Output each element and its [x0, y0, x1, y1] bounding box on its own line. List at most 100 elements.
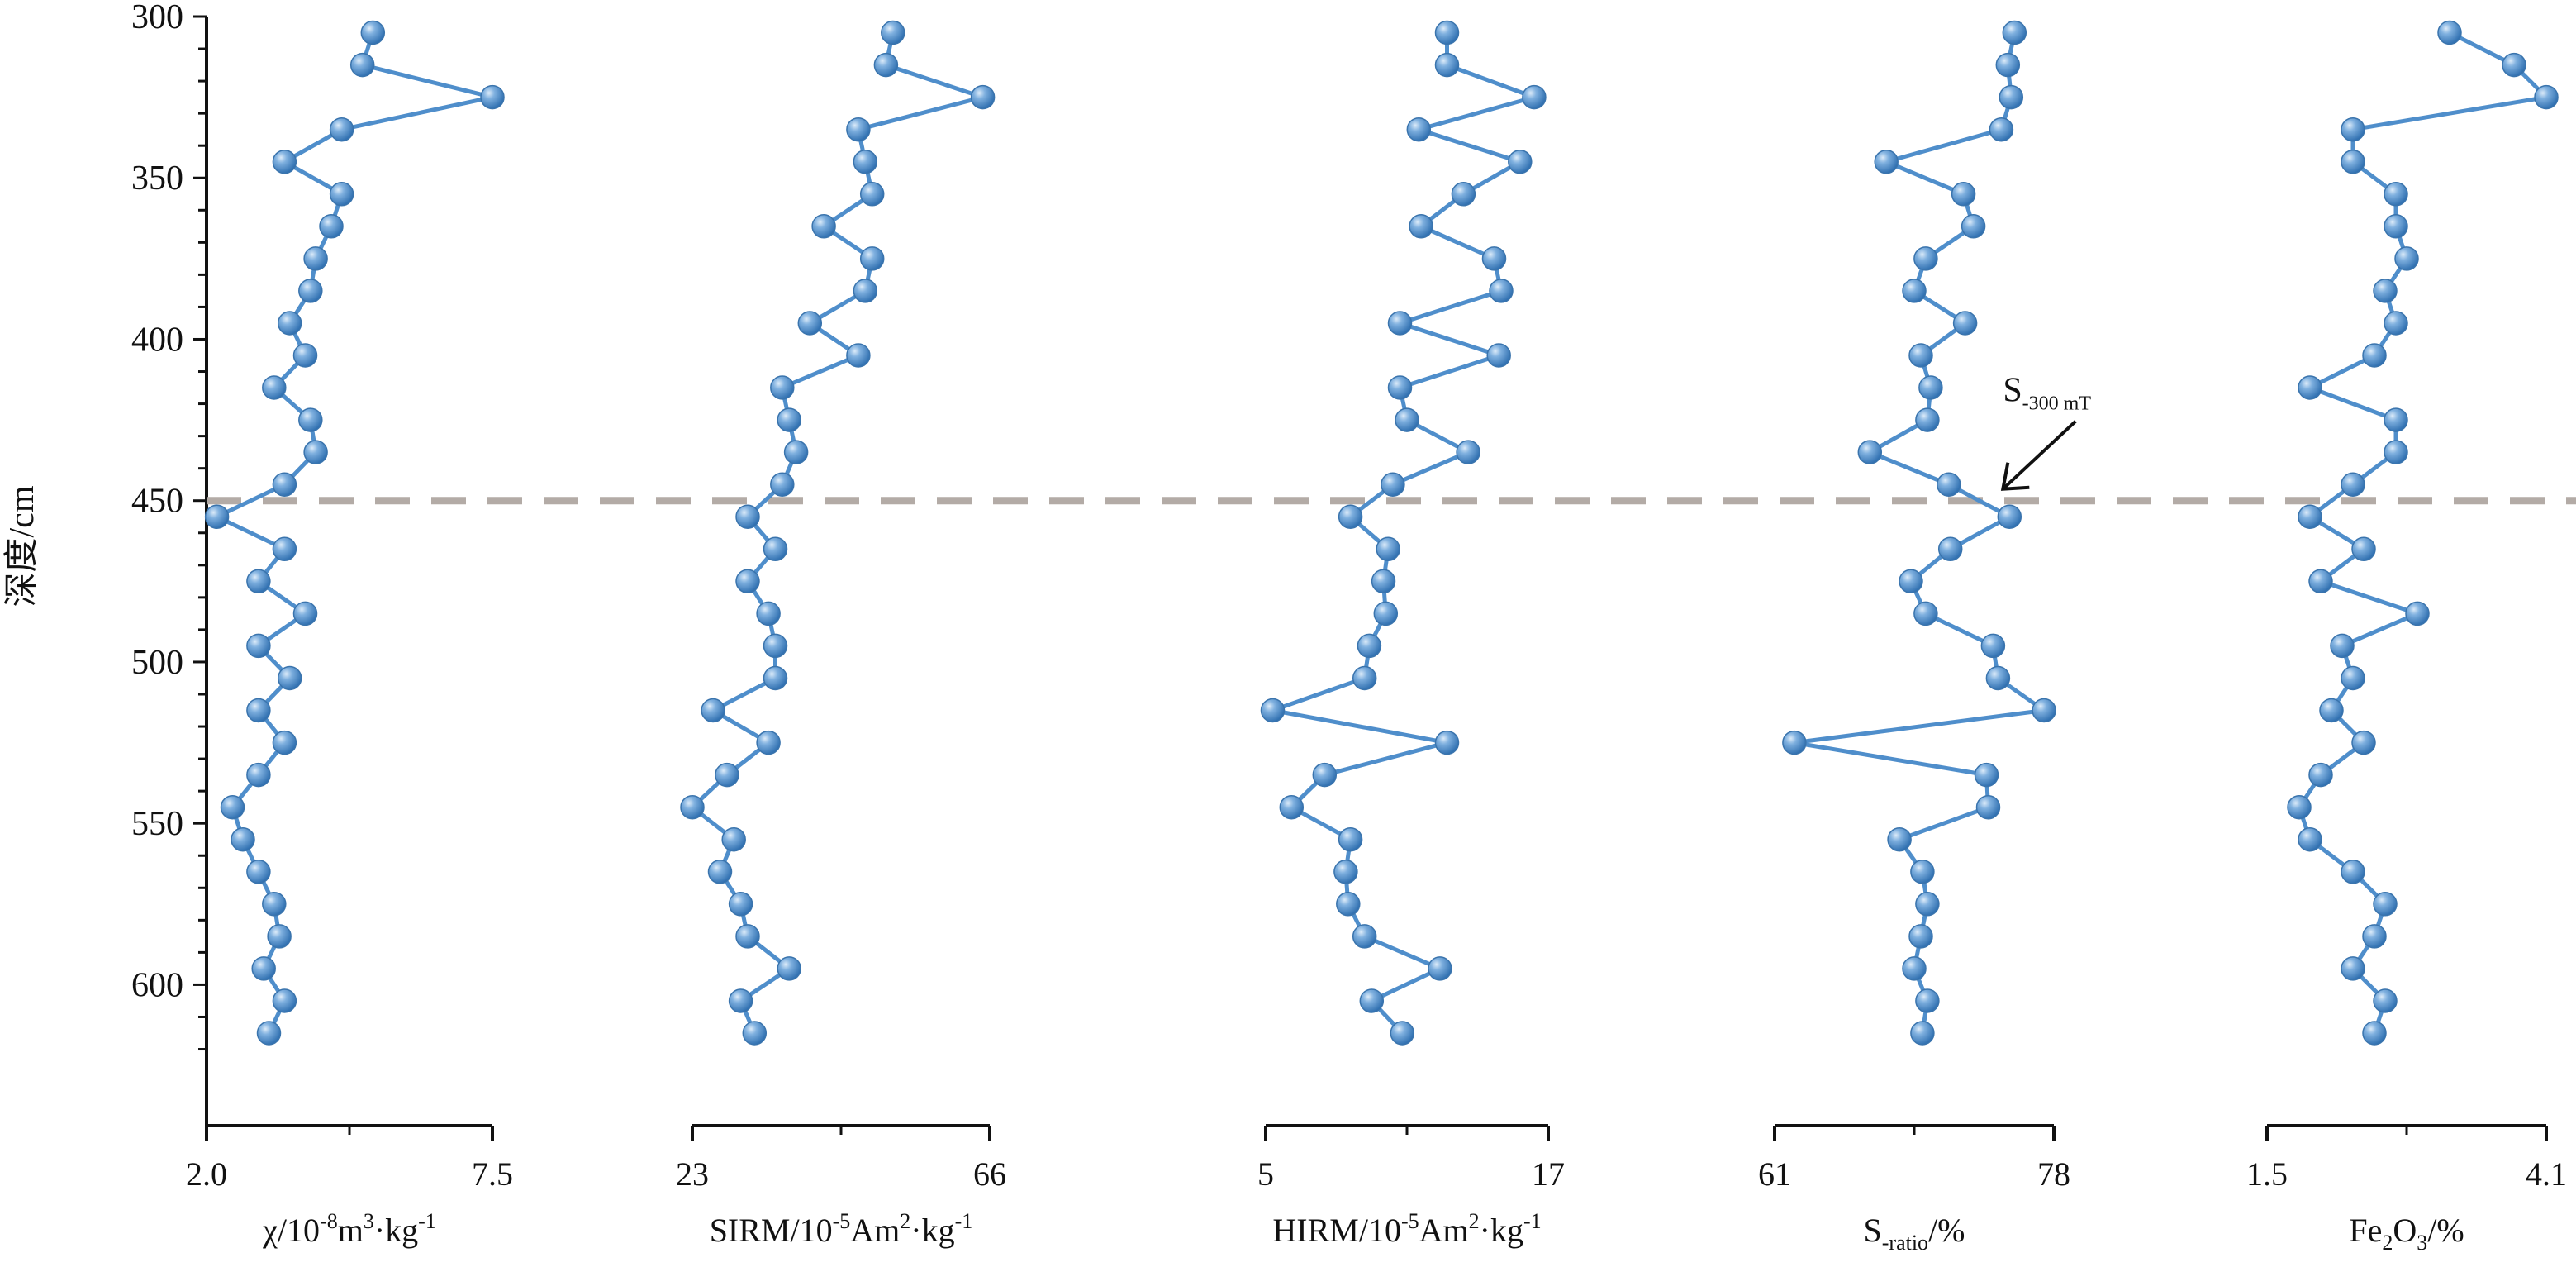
data-point-sratio: [1915, 988, 1940, 1013]
depth-tick-label: 400: [131, 321, 183, 359]
data-point-fe2o3: [2394, 246, 2419, 271]
data-point-chi: [246, 633, 271, 659]
panel-fe2o3: 1.5 4.1 Fe2O3/%: [2246, 20, 2567, 1255]
axis-title-text: χ/10: [262, 1212, 320, 1249]
data-point-sirm: [715, 762, 739, 788]
data-point-sratio: [1915, 892, 1940, 917]
data-point-sirm: [853, 149, 878, 174]
x-axis-title-chi: χ/10-8m3·kg-1: [262, 1209, 436, 1249]
data-point-chi: [262, 375, 287, 400]
data-point-sirm: [846, 343, 871, 368]
data-point-chi: [246, 762, 271, 788]
data-point-sratio: [1961, 214, 1986, 239]
data-point-sirm: [763, 665, 788, 691]
depth-tick-label: 600: [131, 966, 183, 1004]
x-tick-label-max-sirm: 66: [973, 1155, 1006, 1193]
axis-title-text: ·kg: [910, 1212, 954, 1249]
data-point-sratio: [1999, 84, 2024, 110]
data-point-chi: [256, 1021, 282, 1046]
data-point-sirm: [777, 407, 801, 432]
axis-title-superscript: -5: [833, 1209, 851, 1233]
depth-axis: 300 350 400 450 500 550 600 深度/cm: [3, 0, 208, 1126]
data-point-sirm: [783, 440, 809, 464]
data-point-sratio: [1918, 375, 1943, 400]
data-point-sirm: [728, 892, 753, 917]
data-point-fe2o3: [2287, 794, 2312, 820]
axis-title-text: Am: [1419, 1212, 1469, 1249]
data-point-sirm: [859, 246, 885, 271]
axis-title-superscript: -8: [320, 1209, 338, 1233]
data-point-sirm: [811, 214, 836, 239]
data-point-sratio: [1974, 762, 1999, 788]
data-point-chi: [231, 826, 255, 852]
data-point-sratio: [1937, 472, 1961, 497]
data-point-hirm: [1522, 84, 1547, 110]
data-point-chi: [329, 117, 354, 142]
data-point-chi: [251, 956, 276, 981]
data-point-sratio: [1899, 569, 1923, 594]
data-point-chi: [329, 182, 354, 207]
data-point-chi: [349, 52, 375, 78]
data-point-fe2o3: [2341, 956, 2365, 981]
data-point-sratio: [1975, 794, 2001, 820]
depth-tick-label: 350: [131, 160, 183, 198]
data-point-sratio: [1952, 311, 1978, 336]
data-point-fe2o3: [2341, 472, 2365, 497]
data-point-sratio: [1913, 601, 1938, 626]
data-point-chi: [246, 860, 271, 884]
data-point-hirm: [1381, 472, 1405, 497]
axis-title-text: ·kg: [1480, 1212, 1523, 1249]
data-point-fe2o3: [2373, 988, 2398, 1013]
depth-tick-label: 450: [131, 483, 183, 521]
x-tick-label-max-hirm: 17: [1532, 1155, 1565, 1193]
data-point-fe2o3: [2351, 536, 2376, 562]
data-point-sirm: [763, 536, 788, 562]
data-point-hirm: [1312, 762, 1338, 788]
panel-chi: 2.0 7.5 χ/10-8m3·kg-1: [186, 20, 513, 1249]
depth-tick-label: 300: [131, 0, 183, 36]
data-point-sratio: [1980, 633, 2006, 659]
data-point-hirm: [1434, 730, 1460, 755]
data-point-hirm: [1456, 440, 1480, 464]
data-point-sratio: [1908, 924, 1933, 949]
x-tick-label-max-sratio: 78: [2037, 1155, 2070, 1193]
data-point-sirm: [853, 279, 878, 303]
axis-title-subscript: 3: [2417, 1231, 2427, 1255]
data-point-sirm: [970, 84, 996, 110]
data-point-sratio: [1915, 407, 1940, 432]
axis-title-text: ·kg: [374, 1212, 418, 1249]
data-point-hirm: [1352, 665, 1377, 691]
data-point-sratio: [2032, 698, 2056, 723]
data-point-hirm: [1434, 20, 1460, 45]
data-point-hirm: [1387, 375, 1413, 400]
depth-tick-label: 500: [131, 644, 183, 682]
data-point-hirm: [1451, 182, 1476, 207]
data-point-hirm: [1428, 956, 1452, 981]
data-point-sirm: [873, 52, 899, 78]
axis-title-superscript: -1: [955, 1209, 973, 1233]
data-point-sirm: [763, 633, 788, 659]
data-point-hirm: [1395, 407, 1419, 432]
data-point-sratio: [1910, 1021, 1935, 1046]
data-point-chi: [246, 698, 271, 723]
axis-title-text: S: [1864, 1212, 1882, 1249]
data-point-fe2o3: [2373, 892, 2398, 917]
x-tick-label-min-sratio: 61: [1758, 1155, 1791, 1193]
data-point-hirm: [1333, 860, 1358, 884]
data-point-chi: [272, 149, 297, 174]
annotation-subscript: -300 mT: [2022, 393, 2092, 415]
axis-title-text: Am: [850, 1212, 900, 1249]
axis-title-text: Fe: [2349, 1212, 2382, 1249]
data-point-fe2o3: [2341, 860, 2365, 884]
axis-title-text: SIRM/10: [710, 1212, 833, 1249]
data-point-hirm: [1434, 52, 1460, 78]
panel-hirm: 5 17 HIRM/10-5Am2·kg-1: [1257, 20, 1565, 1249]
data-point-chi: [272, 472, 297, 497]
data-point-hirm: [1481, 246, 1507, 271]
data-point-chi: [303, 246, 328, 271]
data-point-sirm: [728, 988, 753, 1013]
data-point-chi: [246, 569, 271, 594]
data-point-hirm: [1409, 214, 1433, 239]
